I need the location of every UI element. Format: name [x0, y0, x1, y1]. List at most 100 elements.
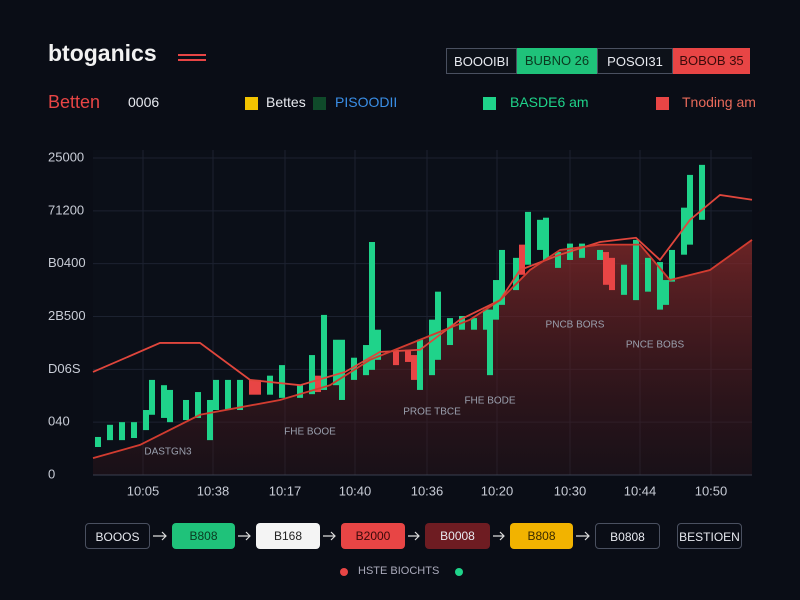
candle — [537, 219, 543, 250]
candle — [149, 379, 155, 415]
candle — [351, 357, 357, 380]
candle — [237, 379, 243, 411]
y-tick-label: 0 — [48, 466, 55, 481]
candle — [597, 249, 603, 260]
candle — [543, 217, 549, 260]
candle — [393, 349, 399, 366]
candle — [429, 319, 435, 376]
candle — [375, 329, 381, 360]
status-dot — [340, 568, 348, 576]
candle — [297, 385, 303, 398]
status-dot — [455, 568, 463, 576]
x-tick-label: 10:36 — [411, 483, 444, 498]
line — [92, 239, 753, 459]
candle — [513, 257, 519, 291]
legend-swatch — [313, 97, 326, 110]
y-tick-label: B0400 — [48, 255, 86, 270]
candle — [161, 385, 167, 418]
bottom-button[interactable]: B808 — [510, 523, 573, 549]
candle — [339, 339, 345, 400]
footer-caption: HSTE BIOCHTS — [358, 565, 440, 577]
candle — [645, 257, 651, 292]
candle — [657, 262, 663, 310]
x-tick-label: 10:17 — [269, 483, 302, 498]
top-button[interactable]: BOBOB 35 — [673, 48, 750, 74]
candle — [309, 355, 315, 395]
candle — [487, 309, 493, 376]
line — [92, 194, 753, 387]
candle — [609, 257, 615, 291]
candle — [603, 252, 609, 285]
bottom-button[interactable]: B168 — [256, 523, 320, 549]
candle — [499, 249, 505, 305]
app-title: btoganics — [48, 40, 157, 66]
candle — [249, 379, 255, 395]
toolbar-item[interactable]: PISOODII — [335, 94, 398, 110]
candle — [669, 249, 675, 282]
candle — [447, 318, 453, 346]
toolbar-value: 0006 — [128, 94, 160, 110]
candle — [267, 375, 273, 395]
candle — [95, 436, 101, 447]
candle — [411, 355, 417, 380]
top-button[interactable]: BOOOIBI — [446, 48, 517, 74]
title-dash — [178, 54, 206, 56]
annotation: PNCB BORS — [546, 320, 605, 331]
toolbar-item[interactable]: Bettes — [266, 94, 306, 110]
candle — [525, 211, 531, 265]
bottom-button[interactable]: BESTIOEN — [677, 523, 742, 549]
annotation: FHE BODE — [464, 396, 515, 407]
y-tick-label: D06S — [48, 361, 81, 376]
bottom-button[interactable]: B808 — [172, 523, 235, 549]
candle — [579, 243, 585, 258]
arrow — [408, 531, 420, 541]
candle — [417, 339, 423, 390]
legend-swatch — [483, 97, 496, 110]
candle — [555, 252, 561, 268]
y-tick-label: 2B500 — [48, 308, 86, 323]
arrow — [576, 531, 590, 541]
candle — [107, 424, 113, 441]
candle — [369, 242, 375, 370]
toolbar-item[interactable]: BASDE6 am — [510, 94, 589, 110]
legend-swatch — [245, 97, 258, 110]
candle — [255, 379, 261, 395]
candle — [681, 207, 687, 255]
bottom-button[interactable]: B2000 — [341, 523, 405, 549]
candle — [225, 379, 231, 411]
bottom-button[interactable]: B0008 — [425, 523, 490, 549]
candle — [279, 365, 285, 398]
x-tick-label: 10:30 — [554, 483, 587, 498]
toolbar-item[interactable]: Tnoding am — [682, 94, 756, 110]
arrow — [493, 531, 505, 541]
candle — [183, 399, 189, 421]
candle — [131, 422, 137, 439]
candle — [471, 318, 477, 330]
candle — [143, 410, 149, 431]
toolbar-label: Betten — [48, 92, 101, 112]
annotation: FHE BOOE — [284, 427, 336, 438]
bottom-button[interactable]: B0808 — [595, 523, 660, 549]
candle — [119, 422, 125, 441]
annotation: PROE TBCE — [403, 407, 461, 418]
candle — [663, 280, 669, 305]
y-tick-label: 71200 — [48, 202, 84, 217]
candle — [213, 379, 219, 411]
x-tick-label: 10:05 — [127, 483, 160, 498]
arrow — [153, 531, 167, 541]
candle — [405, 349, 411, 362]
top-button[interactable]: BUBNO 26 — [517, 48, 597, 74]
candle — [207, 399, 213, 441]
candle — [519, 244, 525, 275]
candle — [435, 291, 441, 360]
y-tick-label: 040 — [48, 414, 70, 429]
y-tick-label: 25000 — [48, 149, 84, 164]
candle — [699, 164, 705, 220]
top-button[interactable]: POSOI31 — [597, 48, 673, 74]
bottom-button[interactable]: BOOOS — [85, 523, 150, 549]
annotation: DASTGN3 — [144, 447, 192, 458]
candle — [321, 314, 327, 390]
x-tick-label: 10:44 — [624, 483, 657, 498]
candle — [493, 280, 499, 320]
